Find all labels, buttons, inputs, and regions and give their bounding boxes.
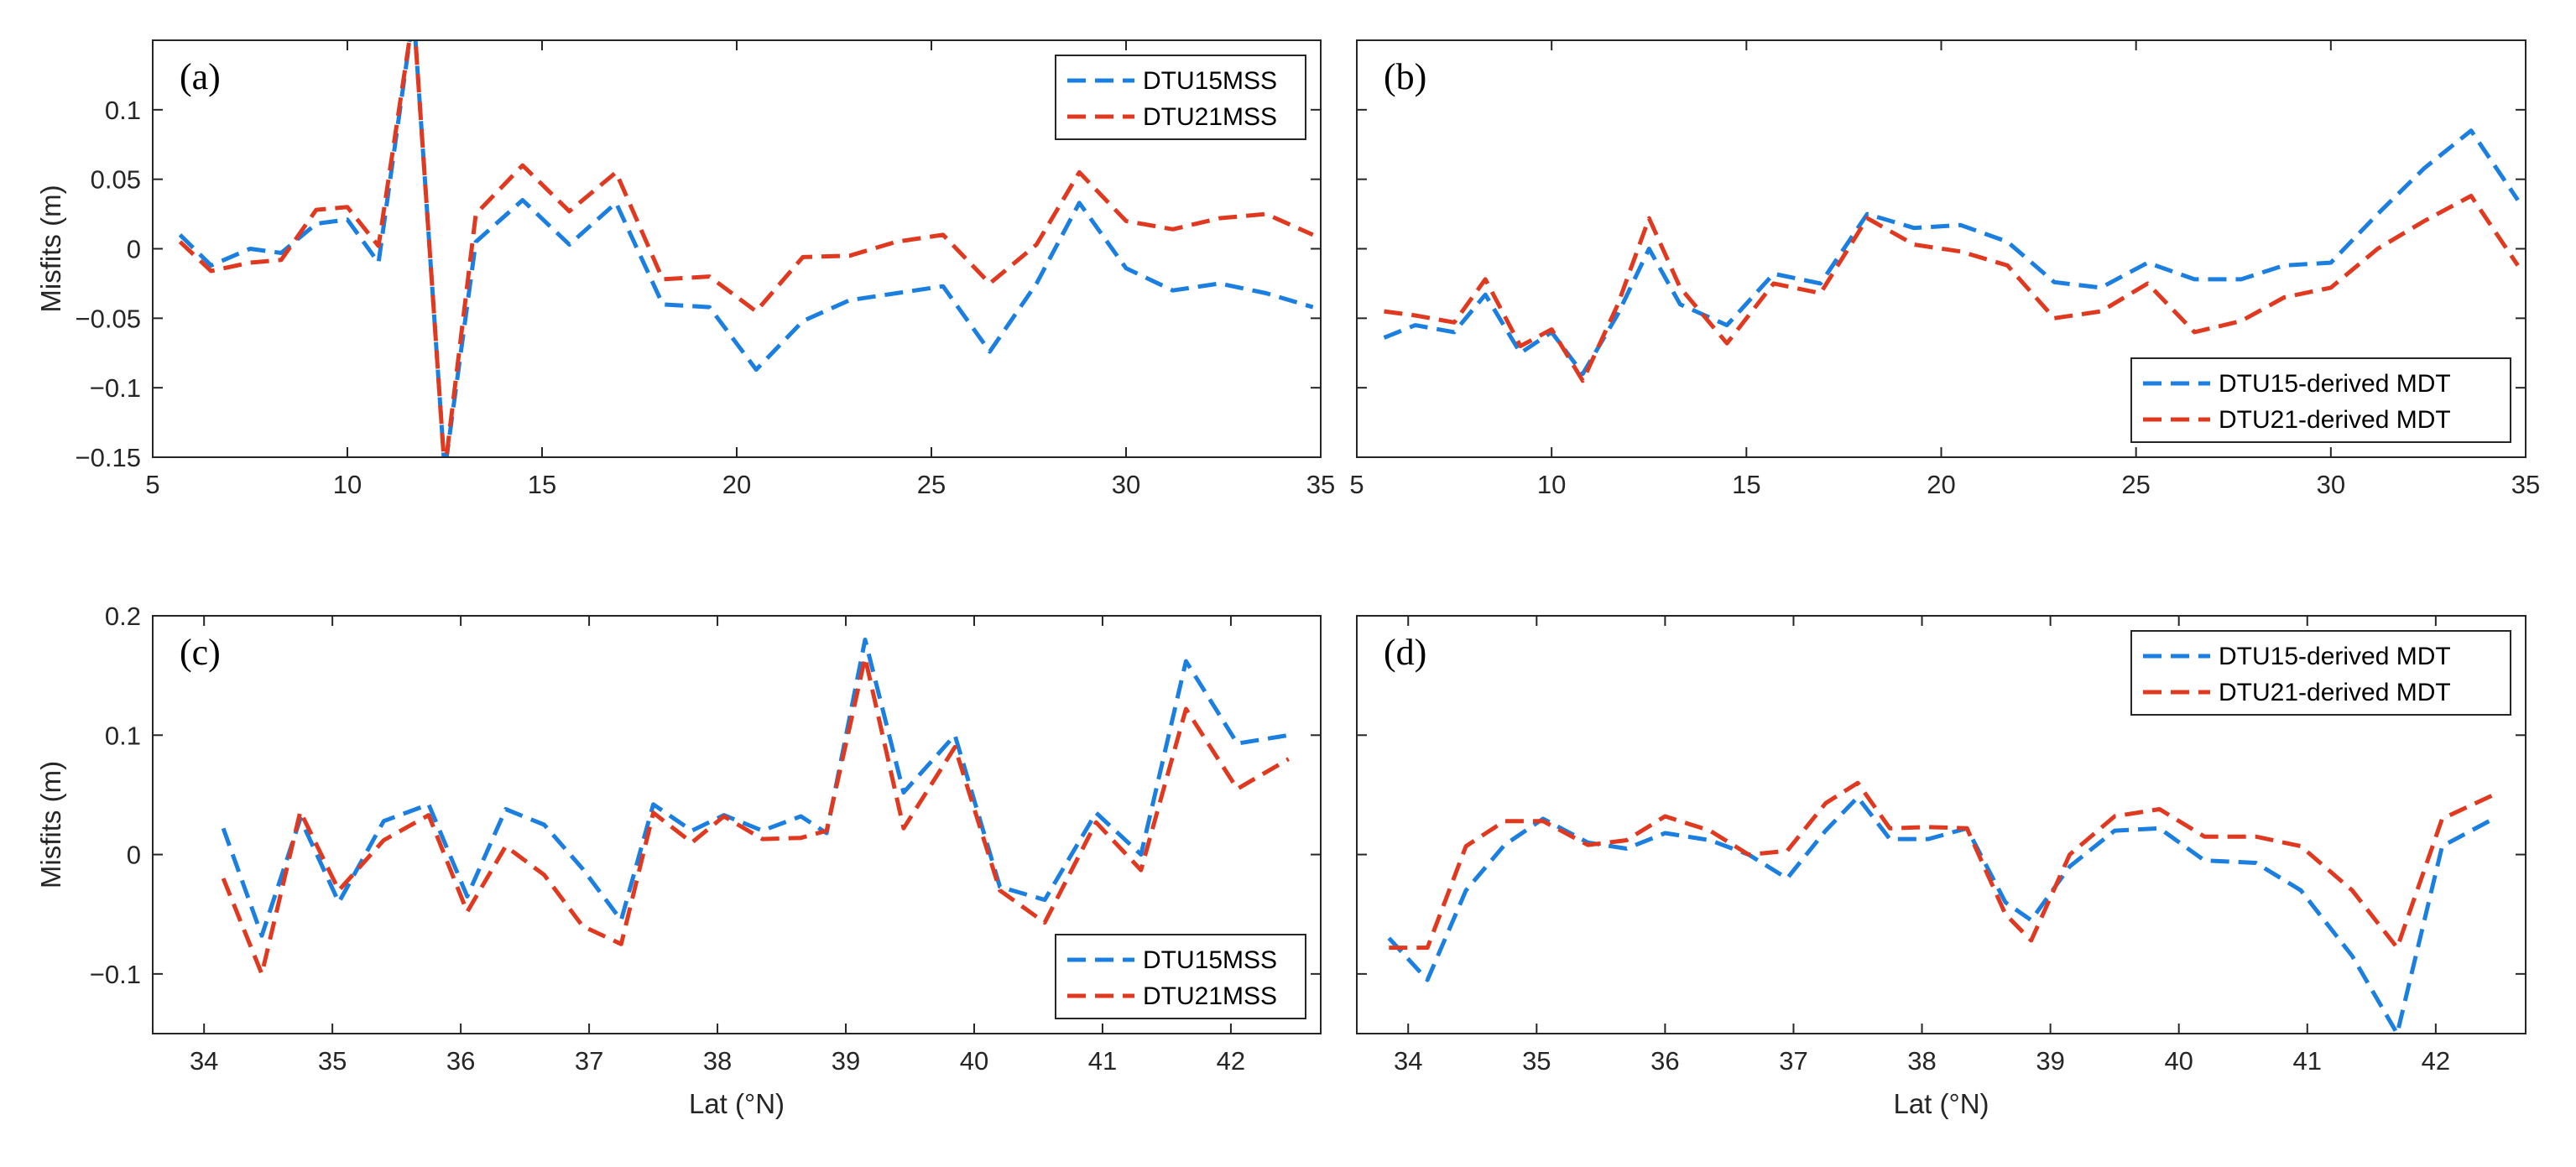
legend-box [2130, 630, 2511, 716]
series-line-dtu21-derived-mdt [1389, 780, 2495, 951]
legend-box [2130, 357, 2511, 443]
legend-label: DTU15MSS [1143, 67, 1277, 95]
y-tick-label: −0.1 [90, 960, 141, 989]
y-axis-title: Misfits (m) [35, 185, 66, 312]
x-tick-label: 10 [1537, 470, 1566, 499]
y-tick-label: −0.1 [90, 373, 141, 403]
y-tick-label: 0 [127, 841, 141, 870]
legend-label: DTU21-derived MDT [2219, 679, 2451, 706]
legend-label: DTU21MSS [1143, 982, 1277, 1010]
x-tick-label: 37 [575, 1046, 603, 1076]
x-tick-label: 38 [1907, 1046, 1936, 1076]
panel-label: (a) [180, 56, 221, 97]
y-tick-label: −0.05 [76, 304, 141, 333]
panel-d: 34 35 36 37 38 39 40 41 42 Lat (°N) (d) DTU15-deriv… [1356, 615, 2526, 1119]
x-tick-label: 34 [1394, 1046, 1422, 1076]
y-tick-label: 0.2 [105, 602, 141, 631]
series-group [1387, 780, 2495, 1034]
x-tick-label: 5 [1349, 470, 1364, 499]
x-tick-label: 42 [1217, 1046, 1245, 1076]
x-tick-label: 25 [2121, 470, 2150, 499]
x-tick-label: 15 [528, 470, 556, 499]
legend: DTU15MSS DTU21MSS [1055, 55, 1306, 140]
panel-label: (c) [180, 632, 221, 673]
legend: DTU15-derived MDT DTU21-derived MDT [2130, 357, 2511, 443]
x-tick-label: 36 [1650, 1046, 1679, 1076]
legend-label: DTU15-derived MDT [2219, 643, 2451, 670]
panel-b: 5 10 15 20 25 30 35 (b) DTU15-derived MDT DTU21-d… [1349, 39, 2540, 499]
x-tick-label: 40 [2164, 1046, 2193, 1076]
x-tick-label: 15 [1732, 470, 1760, 499]
panel-label: (b) [1384, 56, 1426, 97]
panel-label: (d) [1384, 632, 1426, 673]
x-tick-label: 39 [2036, 1046, 2064, 1076]
x-tick-label: 39 [832, 1046, 860, 1076]
x-tick-label: 41 [1088, 1046, 1117, 1076]
plot-frame [152, 615, 1322, 1034]
x-tick-label: 10 [333, 470, 362, 499]
x-axis-title: Lat (°N) [1893, 1088, 1989, 1119]
plot-frame [1356, 615, 2526, 1034]
y-tick-label: 0.1 [105, 721, 141, 750]
series-line-dtu15mss [221, 638, 1290, 938]
legend: DTU15MSS DTU21MSS [1055, 934, 1306, 1019]
series-group [178, 40, 1314, 457]
panel-a: 5 10 15 20 25 30 35 −0.15 −0.1 −0.05 0 0.05 0.1 Misfi… [35, 39, 1335, 499]
x-axis-title: Lat (°N) [689, 1088, 785, 1119]
y-tick-label: −0.15 [76, 443, 141, 472]
panel-c: 34 35 36 37 38 39 40 41 42 −0.1 0 0.1 0.2 Misfits (m)… [35, 602, 1322, 1119]
x-tick-label: 36 [446, 1046, 475, 1076]
legend-label: DTU21MSS [1143, 103, 1277, 131]
y-tick-label: 0 [127, 235, 141, 264]
x-tick-label: 5 [145, 470, 159, 499]
x-tick-label: 37 [1779, 1046, 1807, 1076]
series-line-dtu15-derived-mdt [1383, 128, 2520, 377]
series-line-dtu21mss [221, 655, 1291, 977]
x-tick-label: 34 [190, 1046, 218, 1076]
legend-box [1055, 55, 1306, 140]
series-line-dtu15-derived-mdt [1387, 794, 2495, 1034]
series-line-dtu15mss [178, 40, 1314, 457]
x-tick-label: 20 [1927, 470, 1955, 499]
legend-label: DTU21-derived MDT [2219, 406, 2451, 434]
y-axis-title: Misfits (m) [35, 761, 66, 888]
series-line-dtu21mss [178, 40, 1314, 457]
legend-label: DTU15-derived MDT [2219, 370, 2451, 398]
x-tick-label: 41 [2293, 1046, 2322, 1076]
x-tick-label: 25 [917, 470, 946, 499]
legend: DTU15-derived MDT DTU21-derived MDT [2130, 630, 2511, 716]
x-tick-label: 35 [2511, 470, 2540, 499]
y-tick-label: 0.05 [91, 165, 141, 195]
x-tick-label: 40 [960, 1046, 988, 1076]
x-tick-label: 42 [2422, 1046, 2450, 1076]
x-tick-label: 20 [722, 470, 751, 499]
x-tick-label: 38 [703, 1046, 732, 1076]
series-group [221, 638, 1291, 977]
x-tick-label: 35 [1522, 1046, 1551, 1076]
x-tick-label: 30 [2317, 470, 2345, 499]
series-group [1383, 128, 2520, 383]
x-tick-label: 35 [1306, 470, 1335, 499]
x-tick-label: 35 [318, 1046, 347, 1076]
legend-box [1055, 934, 1306, 1019]
series-line-dtu21-derived-mdt [1384, 194, 2520, 383]
y-tick-label: 0.1 [105, 96, 141, 125]
x-tick-label: 30 [1112, 470, 1140, 499]
legend-label: DTU15MSS [1143, 946, 1277, 974]
